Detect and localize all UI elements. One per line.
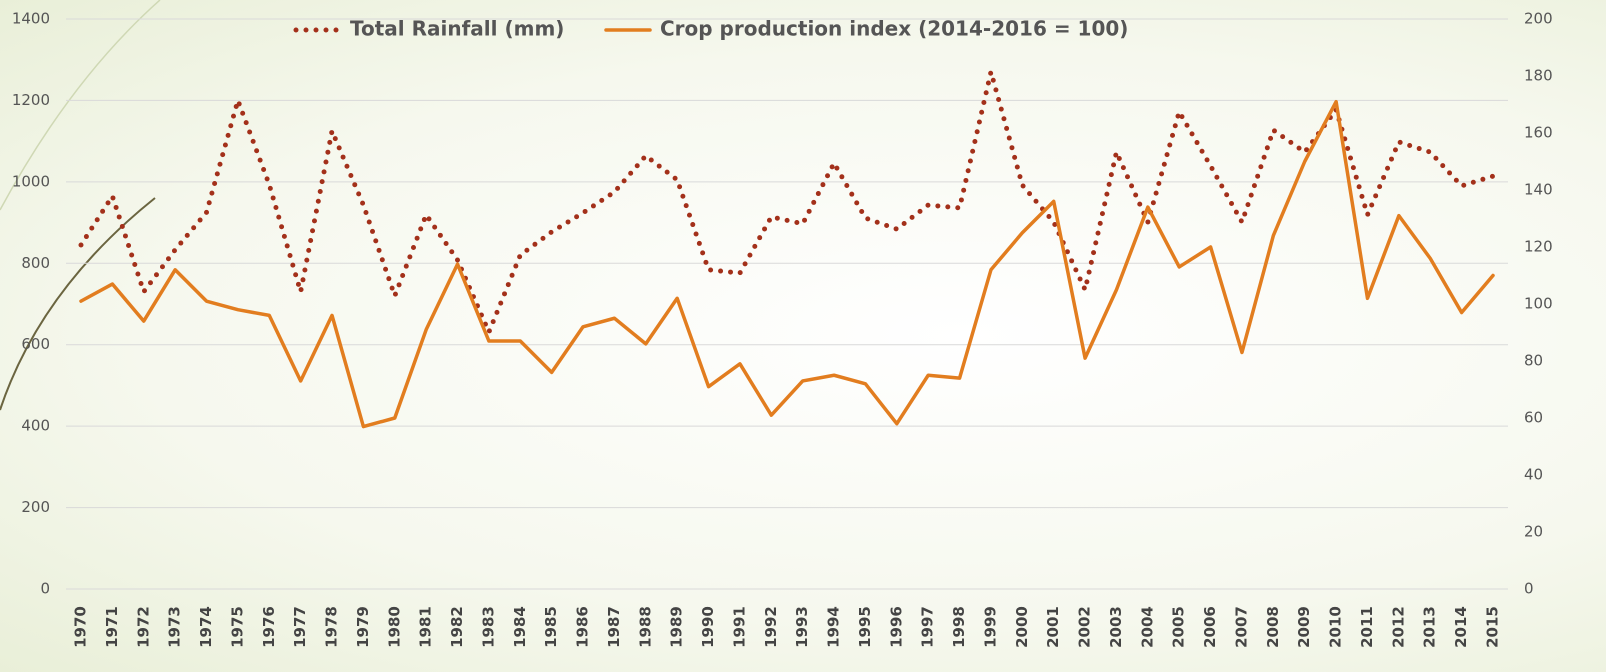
x-tick-label: 1979 bbox=[354, 606, 372, 648]
x-tick-label: 1999 bbox=[981, 606, 999, 648]
y2-tick-label: 100 bbox=[1524, 295, 1553, 313]
x-tick-label: 1980 bbox=[385, 606, 403, 648]
y2-tick-label: 80 bbox=[1524, 352, 1543, 370]
y2-tick-label: 120 bbox=[1524, 238, 1553, 256]
x-tick-label: 1998 bbox=[950, 606, 968, 648]
decoration bbox=[0, 197, 156, 411]
series-line bbox=[79, 99, 1495, 429]
x-tick-label: 2008 bbox=[1264, 606, 1282, 648]
y2-tick-label: 160 bbox=[1524, 124, 1553, 142]
y-tick-label: 800 bbox=[21, 254, 50, 272]
y2-tick-label: 200 bbox=[1524, 10, 1553, 28]
x-tick-label: 1988 bbox=[636, 606, 654, 648]
x-tick-label: 1973 bbox=[166, 606, 184, 648]
y2-tick-label: 60 bbox=[1524, 409, 1543, 427]
y-tick-label: 1400 bbox=[12, 10, 50, 28]
y2-tick-label: 180 bbox=[1524, 67, 1553, 85]
x-tick-label: 2010 bbox=[1327, 606, 1345, 648]
x-tick-label: 1986 bbox=[574, 606, 592, 648]
x-tick-label: 2002 bbox=[1076, 606, 1094, 648]
x-tick-label: 1972 bbox=[134, 606, 152, 648]
x-tick-label: 1983 bbox=[479, 606, 497, 648]
y2-tick-label: 140 bbox=[1524, 181, 1553, 199]
x-tick-label: 1971 bbox=[103, 606, 121, 648]
x-tick-label: 1977 bbox=[291, 606, 309, 648]
y2-tick-label: 0 bbox=[1524, 580, 1534, 598]
y-tick-label: 1000 bbox=[12, 172, 50, 190]
legend-label: Total Rainfall (mm) bbox=[350, 17, 564, 41]
x-tick-label: 1975 bbox=[228, 606, 246, 648]
x-tick-label: 1991 bbox=[730, 606, 748, 648]
x-tick-label: 1994 bbox=[825, 606, 843, 648]
x-tick-label: 2005 bbox=[1170, 606, 1188, 648]
x-tick-label: 2013 bbox=[1421, 606, 1439, 648]
x-tick-label: 1997 bbox=[919, 606, 937, 648]
x-tick-label: 1995 bbox=[856, 606, 874, 648]
y-tick-label: 0 bbox=[40, 580, 50, 598]
x-tick-label: 2001 bbox=[1044, 606, 1062, 648]
y-tick-label: 400 bbox=[21, 417, 50, 435]
x-tick-label: 1981 bbox=[417, 606, 435, 648]
x-tick-label: 1970 bbox=[72, 606, 90, 648]
legend-label: Crop production index (2014-2016 = 100) bbox=[660, 17, 1128, 41]
x-tick-label: 1987 bbox=[605, 606, 623, 648]
x-tick-label: 1985 bbox=[542, 606, 560, 648]
decoration bbox=[0, 0, 161, 211]
x-tick-label: 2012 bbox=[1389, 606, 1407, 648]
x-tick-label: 1984 bbox=[511, 606, 529, 648]
x-tick-label: 2003 bbox=[1107, 606, 1125, 648]
x-tick-label: 1996 bbox=[887, 606, 905, 648]
x-tick-label: 1993 bbox=[793, 606, 811, 648]
y-tick-label: 600 bbox=[21, 335, 50, 353]
x-tick-label: 2015 bbox=[1484, 606, 1502, 648]
y-tick-label: 200 bbox=[21, 498, 50, 516]
y2-tick-label: 40 bbox=[1524, 466, 1543, 484]
x-tick-label: 2006 bbox=[1201, 606, 1219, 648]
y2-tick-label: 20 bbox=[1524, 523, 1543, 541]
x-tick-label: 1990 bbox=[699, 606, 717, 648]
x-tick-label: 1992 bbox=[762, 606, 780, 648]
x-tick-label: 1989 bbox=[668, 606, 686, 648]
x-tick-label: 1978 bbox=[323, 606, 341, 648]
x-tick-label: 2000 bbox=[1013, 606, 1031, 648]
x-tick-label: 1982 bbox=[448, 606, 466, 648]
series-line bbox=[78, 69, 1496, 335]
x-tick-label: 2007 bbox=[1232, 606, 1250, 648]
x-tick-label: 2009 bbox=[1295, 606, 1313, 648]
x-tick-label: 1976 bbox=[260, 606, 278, 648]
y-tick-label: 1200 bbox=[12, 91, 50, 109]
x-tick-label: 2011 bbox=[1358, 606, 1376, 648]
x-tick-label: 2014 bbox=[1452, 606, 1470, 648]
x-tick-label: 2004 bbox=[1138, 606, 1156, 648]
x-tick-label: 1974 bbox=[197, 606, 215, 648]
